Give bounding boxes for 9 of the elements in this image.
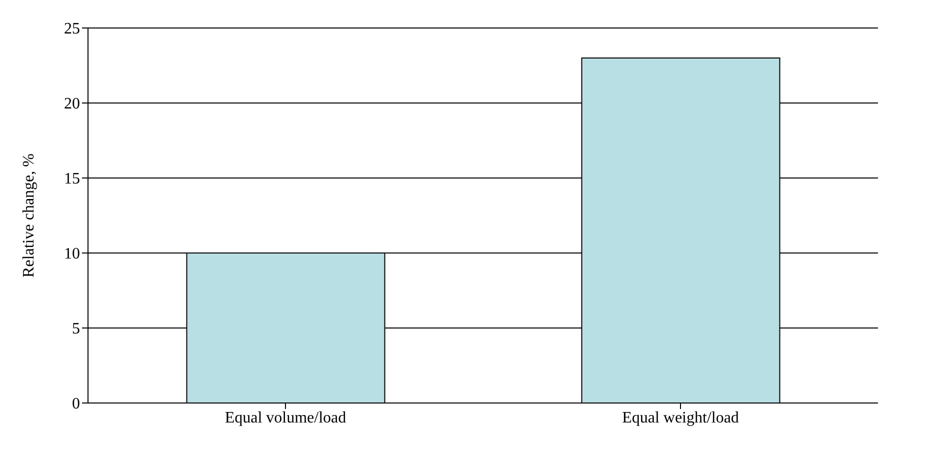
- y-axis-title: Relative change, %: [20, 154, 38, 278]
- y-tick-label: 5: [72, 320, 80, 338]
- y-tick-label: 15: [64, 170, 80, 188]
- y-tick-label: 20: [64, 96, 80, 113]
- y-tick-label: 0: [72, 396, 80, 413]
- y-tick-label: 10: [64, 246, 80, 263]
- y-tick-label: 25: [64, 20, 80, 38]
- x-tick-label: Equal weight/load: [622, 409, 739, 426]
- x-tick-label: Equal volume/load: [224, 409, 346, 426]
